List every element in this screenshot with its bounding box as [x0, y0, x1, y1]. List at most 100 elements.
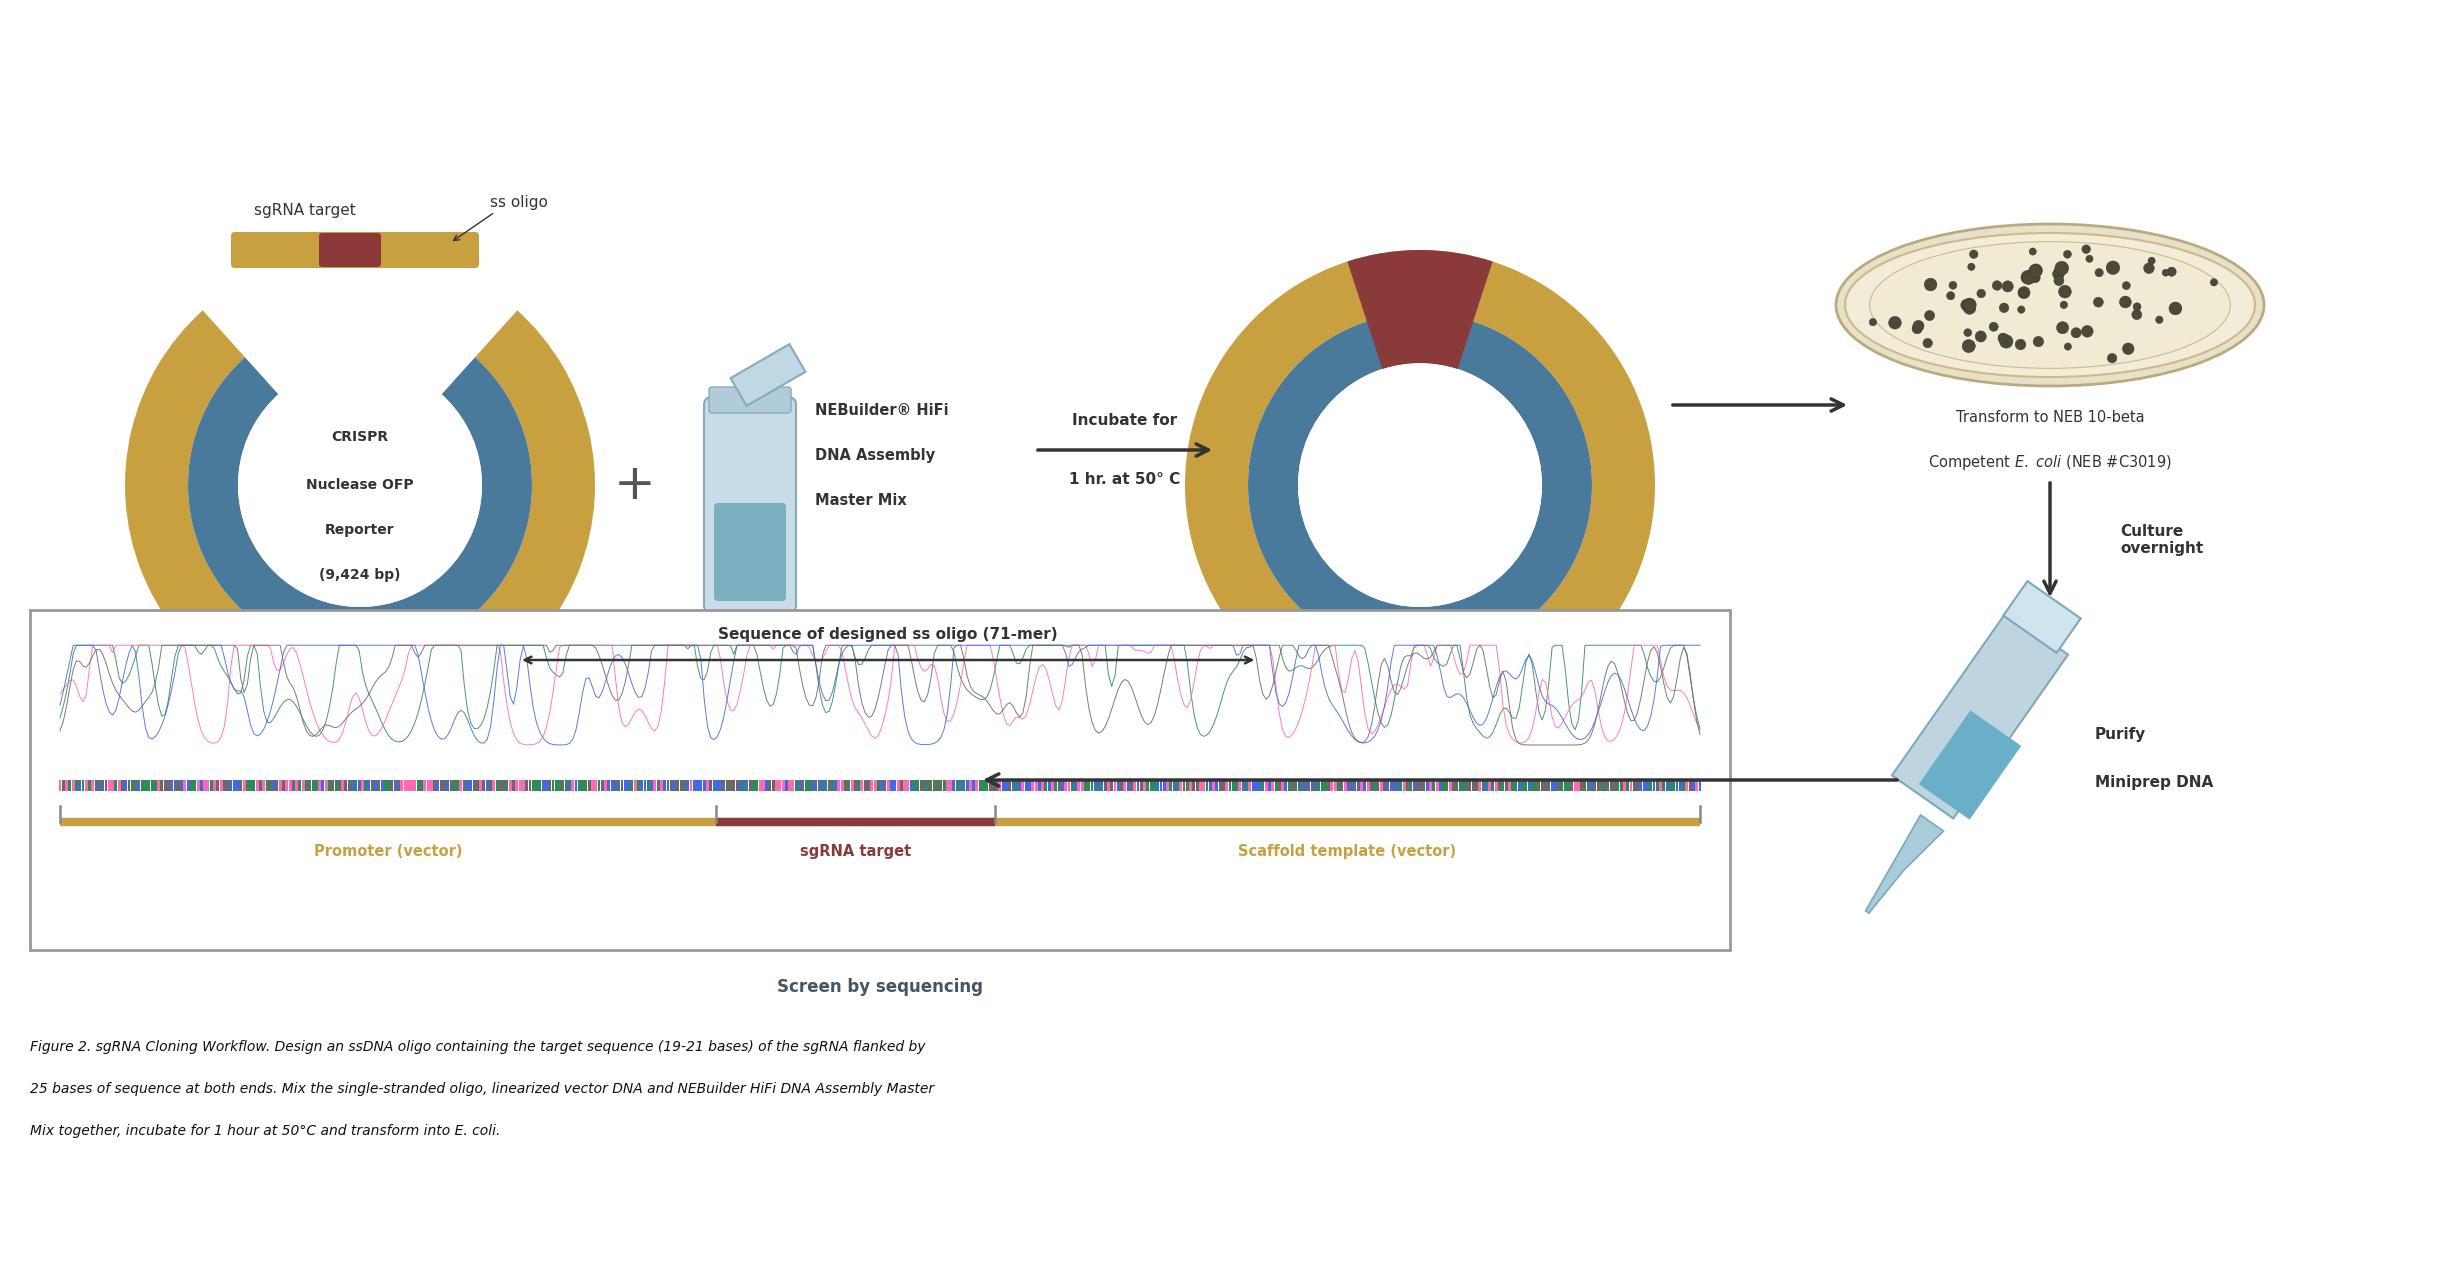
Bar — [1001, 780, 1006, 790]
Bar — [710, 780, 713, 790]
Bar — [1369, 780, 1372, 790]
Bar — [95, 780, 98, 790]
Circle shape — [1975, 330, 1987, 342]
Bar — [1352, 780, 1357, 790]
Bar — [1472, 780, 1474, 790]
Bar — [413, 780, 417, 790]
Bar — [107, 780, 110, 790]
Bar — [808, 780, 810, 790]
Ellipse shape — [1845, 233, 2255, 377]
Bar — [720, 780, 723, 790]
Bar — [969, 780, 972, 790]
Bar — [1396, 780, 1399, 790]
Circle shape — [2170, 302, 2182, 315]
Bar — [1491, 780, 1494, 790]
Bar — [1094, 780, 1096, 790]
Circle shape — [1945, 292, 1955, 299]
Bar — [1245, 780, 1247, 790]
Bar — [1018, 780, 1020, 790]
Bar — [683, 780, 686, 790]
Wedge shape — [124, 311, 596, 720]
Bar — [373, 780, 376, 790]
Bar — [791, 780, 793, 790]
Bar — [432, 780, 437, 790]
Bar — [232, 780, 237, 790]
Bar — [352, 780, 354, 790]
Bar — [378, 780, 381, 790]
Bar — [327, 780, 332, 790]
Bar — [1062, 780, 1064, 790]
Bar — [1362, 780, 1367, 790]
Bar — [1479, 780, 1482, 790]
Bar — [203, 780, 205, 790]
Bar — [947, 780, 950, 790]
Bar — [654, 780, 657, 790]
Bar — [1264, 780, 1267, 790]
Bar — [1228, 780, 1233, 790]
Bar — [400, 780, 403, 790]
Bar — [1086, 780, 1091, 790]
Circle shape — [1989, 323, 1999, 332]
Bar — [552, 780, 554, 790]
Bar — [1560, 780, 1562, 790]
Bar — [1076, 780, 1081, 790]
Bar — [762, 780, 764, 790]
Bar — [1308, 780, 1311, 790]
Bar — [469, 780, 471, 790]
Bar — [847, 780, 849, 790]
Bar — [1272, 780, 1274, 790]
Circle shape — [2121, 281, 2131, 289]
Bar — [522, 780, 525, 790]
Bar — [627, 780, 630, 790]
Bar — [986, 780, 989, 790]
Circle shape — [2119, 296, 2131, 308]
Bar — [513, 780, 515, 790]
Bar — [1428, 780, 1433, 790]
Bar — [347, 780, 352, 790]
Bar — [1328, 780, 1330, 790]
Bar — [579, 780, 581, 790]
Bar — [1599, 780, 1604, 790]
Bar — [998, 780, 1001, 790]
Bar — [176, 780, 181, 790]
Circle shape — [1977, 289, 1985, 298]
Bar — [688, 780, 693, 790]
Bar — [1291, 780, 1294, 790]
Bar — [1474, 780, 1477, 790]
Bar — [1042, 780, 1045, 790]
Bar — [239, 780, 242, 790]
Bar — [693, 780, 696, 790]
Bar — [1096, 780, 1101, 790]
Circle shape — [2058, 285, 2072, 298]
Text: Promoter (vector): Promoter (vector) — [315, 844, 461, 858]
Bar — [1101, 780, 1103, 790]
Text: 1 hr. at 50° C: 1 hr. at 50° C — [1069, 472, 1181, 487]
Bar — [830, 780, 835, 790]
Circle shape — [2021, 270, 2036, 284]
Bar — [354, 780, 356, 790]
Circle shape — [2053, 269, 2065, 280]
Bar — [420, 780, 422, 790]
Bar — [456, 780, 459, 790]
Bar — [71, 780, 76, 790]
Text: +: + — [615, 461, 657, 509]
Bar — [1614, 780, 1616, 790]
Bar — [1672, 780, 1675, 790]
Bar — [249, 780, 251, 790]
Bar — [564, 780, 569, 790]
Bar — [1418, 780, 1423, 790]
Bar — [1257, 780, 1262, 790]
Bar — [1008, 780, 1011, 790]
Bar — [1584, 780, 1587, 790]
Circle shape — [1963, 339, 1975, 352]
Circle shape — [2094, 297, 2104, 307]
Bar — [1643, 780, 1645, 790]
Circle shape — [1970, 251, 1977, 258]
Bar — [759, 780, 762, 790]
Bar — [979, 780, 981, 790]
Circle shape — [1911, 324, 1924, 334]
Bar — [388, 780, 391, 790]
Circle shape — [2019, 306, 2026, 314]
Bar — [337, 780, 342, 790]
Bar — [1660, 780, 1662, 790]
